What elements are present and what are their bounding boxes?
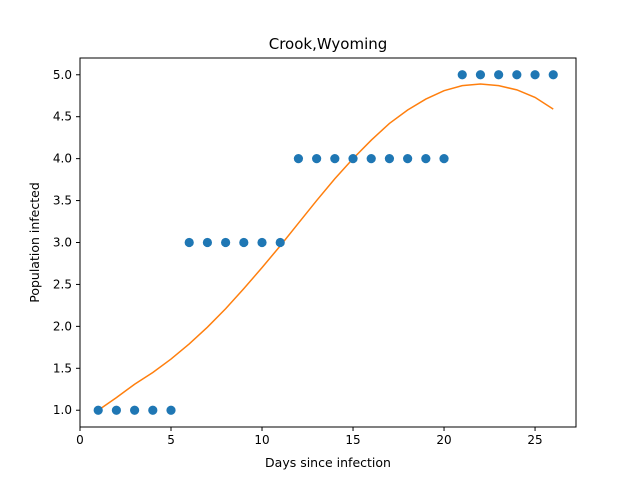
y-tick-label: 1.5 (53, 361, 72, 375)
data-point (166, 405, 176, 415)
y-tick-label: 5.0 (53, 68, 72, 82)
x-tick-label: 5 (167, 433, 175, 447)
data-point (403, 154, 413, 164)
data-point (548, 70, 558, 80)
data-point (148, 405, 158, 415)
data-point (202, 237, 213, 248)
x-tick-label: 20 (436, 433, 451, 447)
y-tick-label: 4.5 (53, 110, 72, 124)
x-tick-label: 10 (254, 433, 269, 447)
data-point (130, 405, 140, 415)
y-tick-label: 1.0 (53, 403, 72, 417)
y-tick-label: 3.0 (53, 236, 72, 250)
chart-title: Crook,Wyoming (269, 35, 388, 53)
data-point (512, 70, 522, 80)
points-layer (93, 70, 558, 415)
data-point (257, 237, 267, 248)
data-point (221, 237, 231, 248)
data-point (384, 154, 395, 164)
data-point (530, 70, 540, 80)
data-point (494, 70, 504, 80)
x-axis-title: Days since infection (265, 455, 391, 470)
data-point (457, 70, 467, 80)
data-point (111, 405, 122, 415)
y-tick-label: 3.5 (53, 194, 72, 208)
data-point (439, 154, 449, 164)
y-tick-label: 2.0 (53, 319, 72, 333)
data-point (93, 405, 103, 415)
y-tick-label: 4.0 (53, 152, 72, 166)
x-tick-label: 25 (527, 433, 542, 447)
data-point (348, 154, 358, 164)
data-point (421, 154, 431, 164)
data-point (239, 237, 249, 248)
ticks-layer: 0 5 10 15 20 25 1.0 1.5 2.0 2.5 3.0 3.5 4.0 4.5 5.0 (53, 68, 543, 447)
x-tick-label: 0 (76, 433, 84, 447)
data-point (475, 70, 486, 80)
data-point (275, 237, 285, 248)
data-point (330, 154, 340, 164)
data-point (184, 237, 194, 248)
x-tick-label: 15 (345, 433, 360, 447)
data-point (312, 154, 322, 164)
data-point (366, 154, 376, 164)
y-axis-title: Population infected (27, 182, 42, 303)
fit-line (97, 83, 554, 411)
data-point (293, 154, 304, 164)
y-tick-label: 2.5 (53, 277, 72, 291)
line-layer (97, 83, 554, 411)
